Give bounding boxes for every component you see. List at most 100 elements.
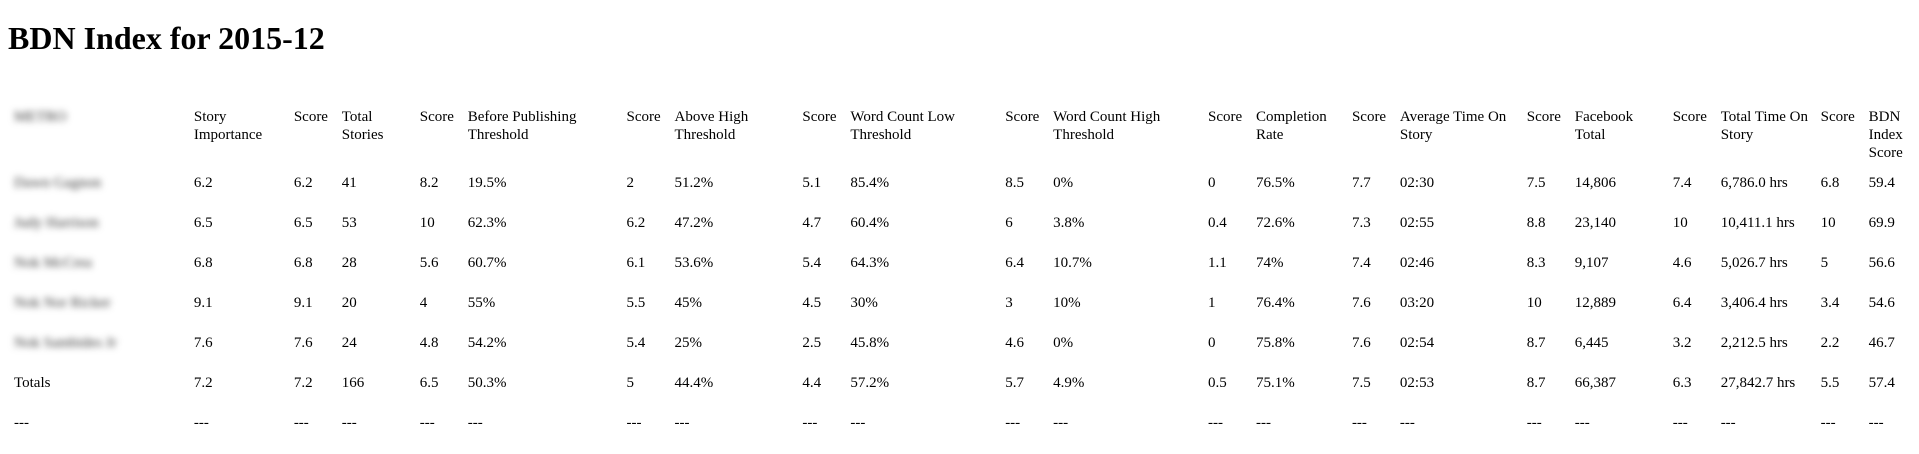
table-cell: 5.4 xyxy=(626,335,646,351)
table-cell: --- xyxy=(674,415,690,431)
table-cell: 5,026.7 hrs xyxy=(1720,255,1788,271)
column-header: Score xyxy=(626,109,661,125)
table-cell: 57.2% xyxy=(850,375,890,391)
table-cell: 0% xyxy=(1053,335,1074,351)
table-cell: 7.6 xyxy=(1351,295,1371,311)
table-cell: 10,411.1 hrs xyxy=(1720,215,1795,231)
table-cell: --- xyxy=(1820,415,1836,431)
column-header: Story Importance xyxy=(193,109,263,143)
table-cell: 4.6 xyxy=(1005,335,1024,351)
table-cell: 5.1 xyxy=(802,175,822,191)
table-cell: 0% xyxy=(1053,175,1074,191)
table-cell: --- xyxy=(1672,415,1688,431)
table-cell: 5.5 xyxy=(1820,375,1840,391)
table-cell: 12,889 xyxy=(1574,295,1617,311)
column-header: Score xyxy=(1526,109,1561,125)
table-cell: 28 xyxy=(341,255,357,271)
table-cell: 19.5% xyxy=(467,175,507,191)
table-cell: 5.6 xyxy=(419,255,439,271)
column-header: Average Time On Story xyxy=(1399,109,1507,143)
table-cell: 1.1 xyxy=(1207,255,1227,271)
table-cell: 10 xyxy=(1672,215,1688,231)
table-row: Nok Nor Ricker 9.1 9.1 20 4 55% 5.5 45% 4.5 30% 3 1… xyxy=(8,294,1909,334)
table-cell: 7.6 xyxy=(293,335,313,351)
table-cell: --- xyxy=(1526,415,1542,431)
column-header: Total Time On Story xyxy=(1720,109,1808,143)
table-cell: 3.4 xyxy=(1820,295,1840,311)
table-cell: 10% xyxy=(1053,295,1081,311)
bdn-index-table: METRO Story Importance Score Total Stories S… xyxy=(8,108,1909,454)
column-header: Score xyxy=(1207,109,1243,125)
row-label: Nok Sambides Jr xyxy=(14,335,117,351)
table-cell: 50.3% xyxy=(467,375,507,391)
table-cell: --- xyxy=(802,415,818,431)
table-cell: 9.1 xyxy=(193,295,213,311)
table-cell: 59.4 xyxy=(1868,175,1895,191)
table-cell: 60.4% xyxy=(850,215,890,231)
table-cell: 76.4% xyxy=(1255,295,1295,311)
table-row: --- --- --- --- --- --- --- --- --- --- --- --- --- -… xyxy=(8,414,1909,454)
table-cell: 64.3% xyxy=(850,255,890,271)
table-cell: 14,806 xyxy=(1574,175,1617,191)
table-cell: 6.1 xyxy=(626,255,646,271)
column-header: Score xyxy=(1820,109,1855,125)
row-label: Totals xyxy=(14,375,51,391)
table-cell: 6,786.0 hrs xyxy=(1720,175,1788,191)
table-cell: 6.2 xyxy=(626,215,646,231)
table-cell: 6.4 xyxy=(1672,295,1692,311)
table-cell: 7.3 xyxy=(1351,215,1371,231)
table-cell: --- xyxy=(1574,415,1590,431)
table-cell: 166 xyxy=(341,375,365,391)
table-cell: --- xyxy=(1720,415,1736,431)
table-cell: 1 xyxy=(1207,295,1216,311)
table-cell: 27,842.7 hrs xyxy=(1720,375,1796,391)
column-header: Completion Rate xyxy=(1255,109,1327,143)
table-cell: 02:53 xyxy=(1399,375,1435,391)
row-label: --- xyxy=(14,415,29,431)
table-header-row: METRO Story Importance Score Total Stories S… xyxy=(8,108,1909,174)
table-cell: 6.8 xyxy=(193,255,213,271)
table-row: Judy Harrison 6.5 6.5 53 10 62.3% 6.2 47.2% 4.7 6… xyxy=(8,214,1909,254)
row-label: Nok McCrea xyxy=(14,255,92,271)
table-cell: 8.2 xyxy=(419,175,439,191)
table-cell: 5 xyxy=(1820,255,1829,271)
table-cell: 7.4 xyxy=(1351,255,1371,271)
table-cell: 25% xyxy=(674,335,703,351)
row-label: Judy Harrison xyxy=(14,215,99,231)
table-cell: 75.1% xyxy=(1255,375,1295,391)
table-row: Nok McCrea 6.8 6.8 28 5.6 60.7% 6.1 53.6% 5.4 64.… xyxy=(8,254,1909,294)
table-cell: 2,212.5 hrs xyxy=(1720,335,1788,351)
table-cell: 7.5 xyxy=(1351,375,1371,391)
table-cell: 10 xyxy=(1526,295,1542,311)
table-cell: --- xyxy=(1207,415,1223,431)
table-cell: 7.7 xyxy=(1351,175,1371,191)
column-header: Score xyxy=(1005,109,1040,125)
table-cell: 45.8% xyxy=(850,335,890,351)
table-cell: 7.2 xyxy=(293,375,313,391)
table-cell: 2.2 xyxy=(1820,335,1840,351)
table-cell: 3.2 xyxy=(1672,335,1692,351)
table-cell: 66,387 xyxy=(1574,375,1617,391)
column-header: Facebook Total xyxy=(1574,109,1634,143)
table-cell: 62.3% xyxy=(467,215,507,231)
table-cell: 5.4 xyxy=(802,255,822,271)
table-cell: 2 xyxy=(626,175,635,191)
table-cell: 3,406.4 hrs xyxy=(1720,295,1788,311)
table-cell: --- xyxy=(1053,415,1069,431)
table-cell: 8.3 xyxy=(1526,255,1546,271)
table-cell: 4.4 xyxy=(802,375,822,391)
table-cell: 4.6 xyxy=(1672,255,1692,271)
table-cell: --- xyxy=(341,415,357,431)
table-cell: 4.9% xyxy=(1053,375,1085,391)
column-header: Score xyxy=(1672,109,1707,125)
row-label: Nok Nor Ricker xyxy=(14,295,111,311)
column-header: Score xyxy=(419,109,454,125)
table-cell: 74% xyxy=(1255,255,1284,271)
table-cell: 7.2 xyxy=(193,375,213,391)
table-cell: 9.1 xyxy=(293,295,313,311)
table-cell: 4.8 xyxy=(419,335,439,351)
table-cell: 53.6% xyxy=(674,255,714,271)
table-row: Nok Sambides Jr 7.6 7.6 24 4.8 54.2% 5.4 25% 2.5… xyxy=(8,334,1909,374)
table-cell: --- xyxy=(1005,415,1021,431)
